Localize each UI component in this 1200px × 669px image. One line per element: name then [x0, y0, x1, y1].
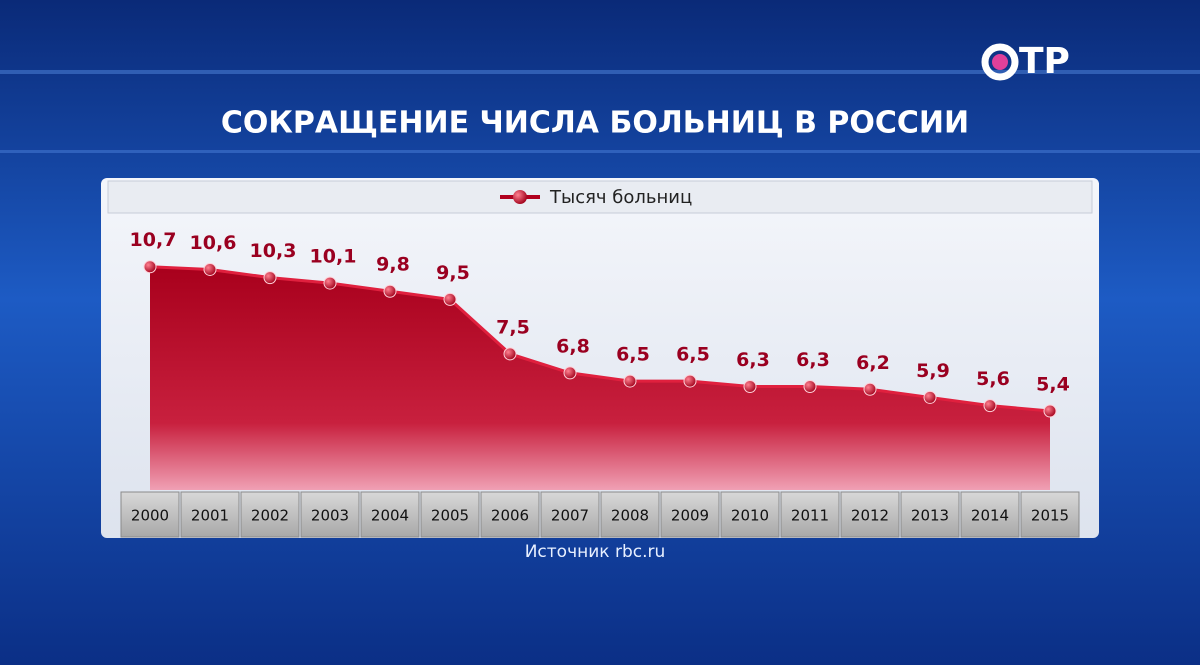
x-tick-label: 2014 — [971, 507, 1009, 525]
point — [443, 292, 457, 306]
value-label: 10,3 — [250, 240, 297, 262]
logo-ring — [981, 43, 1019, 81]
x-tick-label: 2001 — [191, 507, 229, 525]
legend-label: Тысяч больниц — [549, 187, 692, 208]
x-tick-label: 2003 — [311, 507, 349, 525]
category-cell — [660, 491, 720, 538]
value-label: 6,8 — [556, 335, 590, 357]
value-label: 10,1 — [310, 246, 357, 268]
point — [683, 374, 697, 388]
point — [923, 390, 937, 404]
x-tick-label: 2000 — [131, 507, 169, 525]
x-tick-label: 2012 — [851, 507, 889, 525]
legend-bar — [107, 180, 1093, 214]
point — [623, 374, 637, 388]
value-label: 6,3 — [796, 349, 830, 371]
point — [983, 399, 997, 413]
value-label: 6,5 — [616, 344, 650, 366]
legend-marker — [513, 190, 527, 204]
x-tick-label: 2015 — [1031, 507, 1069, 525]
chart-title: СОКРАЩЕНИЕ ЧИСЛА БОЛЬНИЦ В РОССИИ — [221, 106, 969, 141]
value-label: 6,5 — [676, 344, 710, 366]
stripe — [0, 150, 1200, 153]
point — [863, 382, 877, 396]
x-tick-label: 2005 — [431, 507, 469, 525]
value-label: 5,9 — [916, 360, 950, 382]
value-label: 5,4 — [1036, 374, 1070, 396]
category-cell — [960, 491, 1020, 538]
category-cell — [540, 491, 600, 538]
x-tick-label: 2010 — [731, 507, 769, 525]
category-cell — [1020, 491, 1080, 538]
category-cell — [300, 491, 360, 538]
x-tick-label: 2002 — [251, 507, 289, 525]
value-label: 10,6 — [190, 232, 237, 254]
category-cell — [420, 491, 480, 538]
x-tick-label: 2009 — [671, 507, 709, 525]
category-cell — [780, 491, 840, 538]
value-label: 5,6 — [976, 368, 1010, 390]
category-cell — [240, 491, 300, 538]
point — [203, 262, 217, 276]
x-tick-label: 2004 — [371, 507, 409, 525]
category-cell — [480, 491, 540, 538]
point — [503, 347, 517, 361]
point — [743, 380, 757, 394]
value-label: 9,8 — [376, 254, 410, 276]
x-tick-label: 2006 — [491, 507, 529, 525]
point — [1043, 404, 1057, 418]
x-tick-label: 2011 — [791, 507, 829, 525]
logo-text: ТР — [1019, 41, 1070, 82]
logo: ТР — [981, 41, 1070, 82]
category-cell — [360, 491, 420, 538]
value-label: 7,5 — [496, 316, 530, 338]
category-cell — [180, 491, 240, 538]
plot: 2000 2001 2002 2003 2004 2005 2006 2007 2008 2009… — [120, 187, 1080, 538]
value-label: 10,7 — [130, 229, 177, 251]
point — [563, 366, 577, 380]
category-cell — [600, 491, 660, 538]
source: Источник rbc.ru — [525, 542, 666, 562]
category-cell — [120, 491, 180, 538]
point — [803, 380, 817, 394]
point — [323, 276, 337, 290]
value-label: 6,3 — [736, 349, 770, 371]
stripe — [0, 70, 1200, 74]
point — [383, 284, 397, 298]
x-tick-label: 2008 — [611, 507, 649, 525]
point — [263, 271, 277, 285]
logo-dot — [992, 54, 1008, 70]
value-label: 9,5 — [436, 262, 470, 284]
value-label: 6,2 — [856, 352, 890, 374]
category-cell — [720, 491, 780, 538]
x-tick-label: 2013 — [911, 507, 949, 525]
line — [149, 265, 1051, 413]
x-tick-label: 2007 — [551, 507, 589, 525]
category-cell — [840, 491, 900, 538]
point — [143, 260, 157, 274]
category-cell — [900, 491, 960, 538]
